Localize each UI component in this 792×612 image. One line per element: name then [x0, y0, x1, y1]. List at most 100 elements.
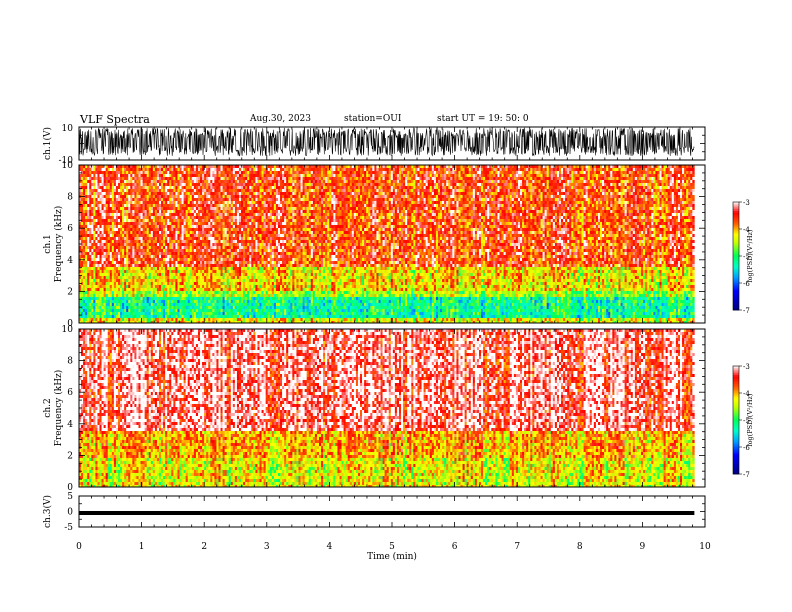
spectrogram-cell	[206, 240, 209, 243]
spectrogram-cell	[255, 165, 258, 168]
spectrogram-cell	[175, 189, 178, 192]
spectrogram-cell	[218, 177, 221, 180]
spectrogram-cell	[263, 255, 266, 258]
spectrogram-cell	[197, 183, 201, 186]
spectrogram-cell	[269, 222, 273, 225]
spectrogram-cell	[103, 261, 106, 264]
spectrogram-cell	[224, 255, 227, 258]
spectrogram-cell	[187, 228, 191, 231]
spectrogram-cell	[107, 222, 111, 225]
spectrogram-cell	[241, 252, 244, 255]
spectrogram-cell	[212, 255, 215, 258]
spectrogram-cell	[138, 216, 141, 219]
spectrogram-cell	[83, 216, 86, 219]
spectrogram-cell	[259, 312, 262, 315]
spectrogram-cell	[142, 231, 145, 234]
spectrogram-cell	[200, 240, 203, 243]
spectrogram-cell	[171, 174, 174, 177]
spectrogram-cell	[245, 279, 248, 282]
spectrogram-cell	[113, 279, 117, 282]
spectrogram-cell	[150, 276, 154, 279]
spectrogram-cell	[167, 231, 170, 234]
spectrogram-cell	[138, 249, 141, 252]
spectrogram-cell	[156, 195, 160, 198]
spectrogram-cell	[144, 294, 147, 297]
spectrogram-cell	[136, 180, 139, 183]
spectrogram-cell	[146, 309, 150, 312]
spectrogram-cell	[224, 249, 227, 252]
spectrogram-cell	[208, 297, 211, 300]
spectrogram-cell	[267, 279, 271, 282]
spectrogram-cell	[181, 309, 184, 312]
spectrogram-cell	[85, 168, 88, 171]
spectrogram-cell	[261, 279, 264, 282]
spectrogram-cell	[130, 312, 133, 315]
spectrogram-cell	[232, 165, 236, 168]
spectrogram-cell	[189, 237, 193, 240]
spectrogram-cell	[152, 186, 156, 189]
spectrogram-cell	[181, 300, 184, 303]
spectrogram-cell	[113, 240, 117, 243]
spectrogram-cell	[79, 249, 82, 252]
spectrogram-cell	[83, 267, 86, 270]
spectrogram-cell	[165, 249, 168, 252]
spectrogram-cell	[122, 321, 125, 323]
spectrogram-cell	[171, 303, 174, 306]
spectrogram-cell	[159, 216, 162, 219]
spectrogram-cell	[159, 306, 162, 309]
spectrogram-cell	[183, 168, 186, 171]
spectrogram-cell	[91, 183, 94, 186]
spectrogram-cell	[124, 276, 127, 279]
spectrogram-cell	[97, 195, 100, 198]
spectrogram-cell	[183, 228, 186, 231]
spectrogram-cell	[93, 255, 96, 258]
spectrogram-cell	[142, 306, 145, 309]
spectrogram-cell	[212, 243, 215, 246]
spectrogram-cell	[197, 177, 201, 180]
spectrogram-cell	[216, 228, 219, 231]
spectrogram-cell	[91, 171, 94, 174]
spectrogram-cell	[249, 309, 252, 312]
spectrogram-cell	[236, 216, 240, 219]
spectrogram-cell	[226, 261, 230, 264]
spectrogram-cell	[222, 186, 225, 189]
spectrogram-cell	[263, 303, 266, 306]
spectrogram-cell	[93, 195, 96, 198]
spectrogram-cell	[111, 198, 115, 201]
spectrogram-cell	[130, 264, 133, 267]
spectrogram-cell	[183, 198, 186, 201]
spectrogram-cell	[177, 177, 180, 180]
spectrogram-cell	[136, 291, 139, 294]
spectrogram-cell	[191, 294, 195, 297]
spectrogram-cell	[103, 291, 106, 294]
spectrogram-cell	[216, 207, 219, 210]
spectrogram-cell	[228, 306, 232, 309]
spectrogram-cell	[241, 186, 244, 189]
spectrogram-cell	[134, 177, 137, 180]
spectrogram-cell	[79, 165, 82, 168]
spectrogram-cell	[195, 321, 199, 323]
spectrogram-cell	[259, 252, 262, 255]
spectrogram-cell	[136, 288, 139, 291]
spectrogram-cell	[79, 177, 82, 180]
spectrogram-cell	[163, 177, 166, 180]
spectrogram-cell	[126, 267, 129, 270]
spectrogram-cell	[263, 210, 266, 213]
spectrogram-cell	[156, 210, 160, 213]
spectrogram-cell	[122, 312, 125, 315]
spectrogram-cell	[175, 318, 178, 321]
spectrogram-cell	[238, 231, 242, 234]
spectrogram-cell	[193, 225, 197, 228]
spectrogram-cell	[236, 300, 240, 303]
spectrogram-cell	[255, 315, 258, 318]
spectrogram-cell	[144, 216, 147, 219]
spectrogram-cell	[202, 294, 205, 297]
spectrogram-cell	[232, 243, 236, 246]
spectrogram-cell	[165, 192, 168, 195]
spectrogram-cell	[140, 201, 143, 204]
spectrogram-cell	[263, 186, 266, 189]
spectrogram-cell	[269, 312, 273, 315]
spectrogram-cell	[81, 192, 84, 195]
spectrogram-cell	[261, 270, 264, 273]
spectrogram-cell	[134, 183, 137, 186]
